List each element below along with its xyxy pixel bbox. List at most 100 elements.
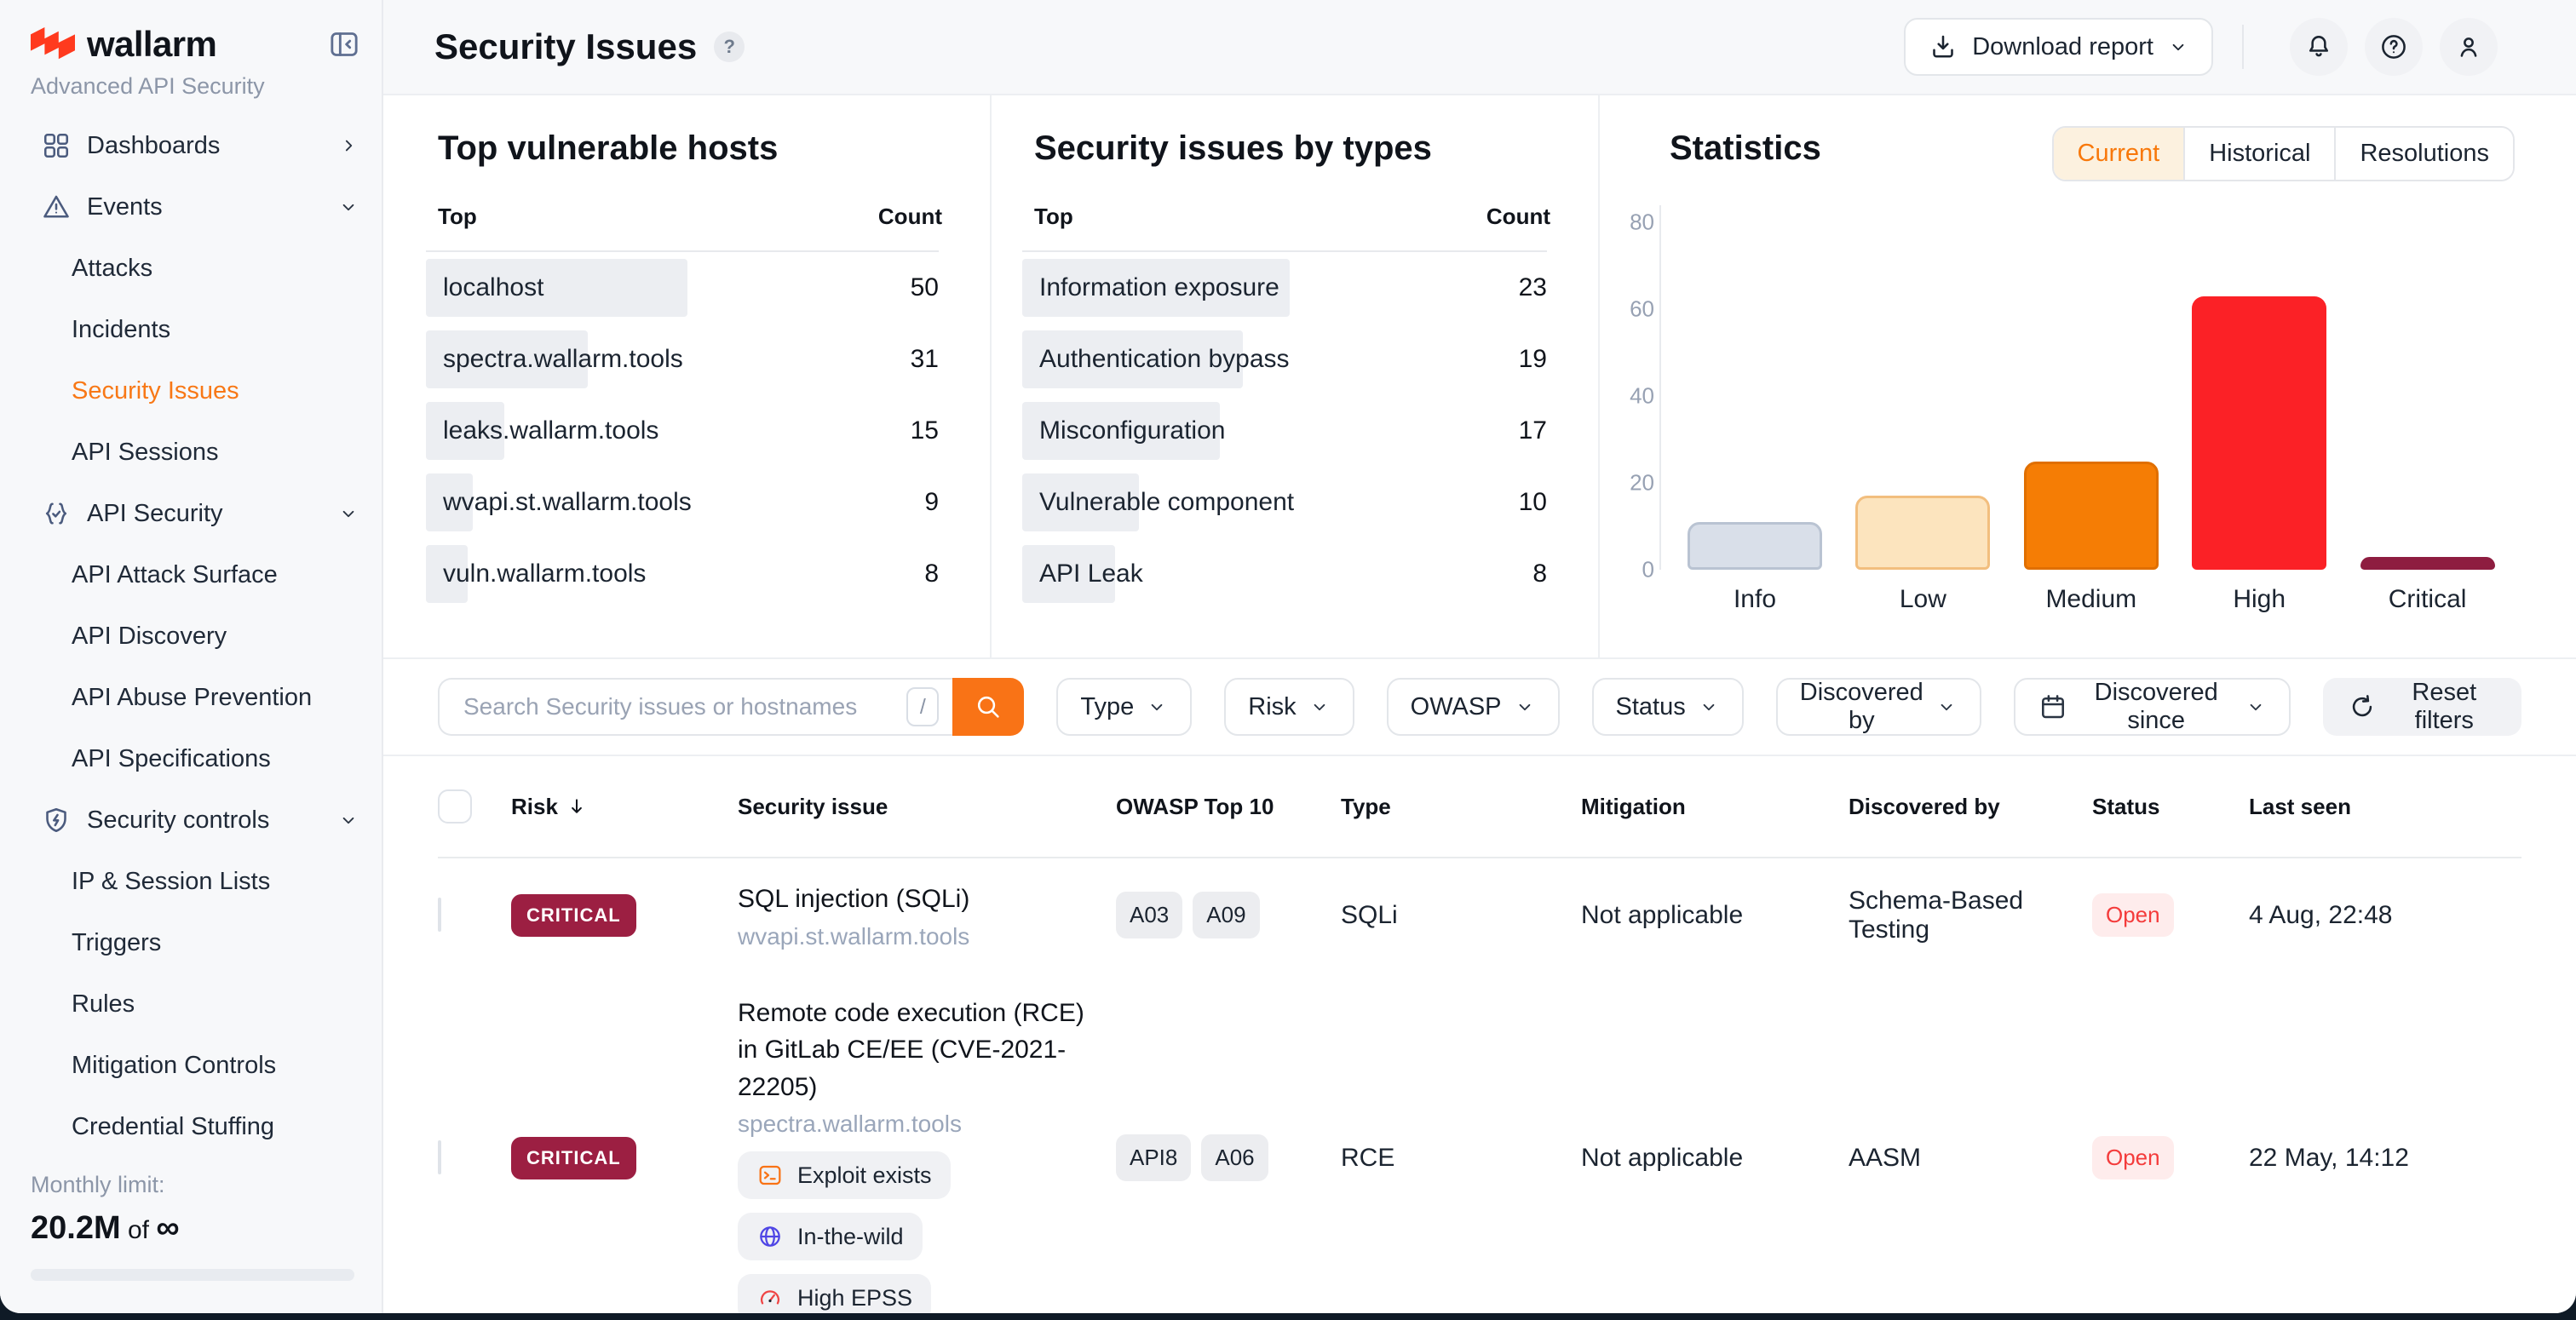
sidebar-item-attacks[interactable]: Attacks (0, 238, 382, 299)
row-checkbox[interactable] (438, 898, 441, 933)
hosts-row[interactable]: localhost 50 (426, 252, 939, 324)
sidebar-item-api-abuse-prevention[interactable]: API Abuse Prevention (0, 667, 382, 728)
table-row[interactable]: CRITICAL SQL injection (SQLi) wvapi.st.wal… (438, 858, 2521, 973)
download-icon (1928, 32, 1958, 62)
sidebar-item-api-discovery[interactable]: API Discovery (0, 605, 382, 667)
sidebar-item-label: Dashboards (87, 131, 221, 159)
row-label: wvapi.st.wallarm.tools (443, 488, 692, 516)
sidebar-item-security-issues[interactable]: Security Issues (0, 360, 382, 422)
column-header-last-seen[interactable]: Last seen (2249, 793, 2351, 819)
chevron-down-icon (1514, 696, 1536, 718)
owasp-filter[interactable]: OWASP (1386, 678, 1560, 736)
sidebar-item-api-attack-surface[interactable]: API Attack Surface (0, 544, 382, 605)
status-filter[interactable]: Status (1591, 678, 1744, 736)
reset-filters-button[interactable]: Reset filters (2322, 678, 2521, 736)
hosts-row[interactable]: vuln.wallarm.tools 8 (426, 538, 939, 610)
types-row[interactable]: Misconfiguration 17 (1022, 395, 1547, 467)
column-header-security-issue[interactable]: Security issue (738, 793, 888, 819)
owasp-tags: A03 A09 (1116, 892, 1341, 939)
sidebar-item-label: API Security (87, 499, 223, 527)
sidebar-item-credential-stuffing[interactable]: Credential Stuffing (0, 1096, 382, 1157)
sidebar-item-mitigation-controls[interactable]: Mitigation Controls (0, 1035, 382, 1096)
types-row[interactable]: Authentication bypass 19 (1022, 324, 1547, 395)
sidebar-item-api-sessions[interactable]: API Sessions (0, 422, 382, 483)
tab-resolutions[interactable]: Resolutions (2334, 128, 2513, 180)
chevron-right-icon (337, 135, 359, 157)
count-bar (426, 402, 505, 460)
help-badge-icon[interactable]: ? (714, 32, 745, 62)
hosts-row[interactable]: leaks.wallarm.tools 15 (426, 395, 939, 467)
sidebar-item-security-controls[interactable]: Security controls (0, 789, 382, 851)
tab-historical[interactable]: Historical (2183, 128, 2335, 180)
table-row[interactable]: CRITICAL Remote code execution (RCE) in G… (438, 973, 2521, 1313)
column-header-mitigation[interactable]: Mitigation (1581, 793, 1686, 819)
types-row[interactable]: API Leak 8 (1022, 538, 1547, 610)
top-vulnerable-hosts-panel: Top vulnerable hosts Top Count localhost… (383, 95, 992, 657)
types-row[interactable]: Vulnerable component 10 (1022, 467, 1547, 538)
x-category-label: Low (1899, 585, 1946, 613)
chart-y-axis (1659, 205, 1661, 570)
risk-filter[interactable]: Risk (1224, 678, 1354, 736)
bar-high[interactable] (2192, 296, 2327, 570)
brand-subtitle: Advanced API Security (31, 73, 265, 99)
wallarm-logo-icon (31, 27, 75, 61)
row-label: leaks.wallarm.tools (443, 416, 659, 445)
main-area: Security Issues ? Download report (383, 0, 2576, 1313)
discovered-by-filter[interactable]: Discovered by (1775, 678, 1981, 736)
sidebar-item-label: Security Issues (72, 376, 239, 405)
column-header-risk[interactable]: Risk (511, 794, 738, 820)
type-filter[interactable]: Type (1056, 678, 1193, 736)
column-header-status[interactable]: Status (2092, 793, 2160, 819)
bar-critical[interactable] (2360, 556, 2495, 570)
search-input[interactable] (460, 692, 907, 722)
sidebar-item-ip-session-lists[interactable]: IP & Session Lists (0, 851, 382, 912)
discovered-since-filter[interactable]: Discovered since (2013, 678, 2291, 736)
sidebar-item-api-specifications[interactable]: API Specifications (0, 728, 382, 789)
sidebar-item-incidents[interactable]: Incidents (0, 299, 382, 360)
x-category-label: Info (1733, 585, 1777, 613)
sidebar-item-api-security[interactable]: API Security (0, 483, 382, 544)
search-shortcut-key: / (906, 687, 940, 726)
search-group: / (438, 678, 1025, 736)
row-count: 15 (910, 416, 939, 445)
sidebar-item-label: IP & Session Lists (72, 867, 271, 895)
sidebar-item-triggers[interactable]: Triggers (0, 912, 382, 973)
row-count: 31 (910, 345, 939, 373)
owasp-tag: API8 (1116, 1134, 1192, 1182)
monthly-limit-block: Monthly limit: 20.2M of ∞ (31, 1172, 354, 1281)
x-category-label: Medium (2045, 585, 2137, 613)
row-checkbox[interactable] (438, 1140, 441, 1175)
bar-info[interactable] (1688, 521, 1822, 570)
column-header-discovered-by[interactable]: Discovered by (1849, 793, 2000, 819)
y-tick-label: 60 (1630, 296, 1654, 322)
sidebar-collapse-icon[interactable] (327, 27, 361, 61)
bar-low[interactable] (1855, 496, 1991, 570)
hosts-row[interactable]: spectra.wallarm.tools 31 (426, 324, 939, 395)
column-header-type[interactable]: Type (1341, 793, 1391, 819)
help-button[interactable] (2365, 18, 2423, 76)
download-report-button[interactable]: Download report (1904, 18, 2213, 76)
warning-icon (41, 192, 72, 222)
hosts-row[interactable]: wvapi.st.wallarm.tools 9 (426, 467, 939, 538)
row-count: 8 (924, 560, 939, 588)
row-label: Information exposure (1039, 273, 1279, 301)
issue-host-link[interactable]: spectra.wallarm.tools (738, 1111, 962, 1137)
issue-title: SQL injection (SQLi) (738, 885, 970, 913)
issue-host-link[interactable]: wvapi.st.wallarm.tools (738, 922, 970, 950)
issue-type: RCE (1341, 1143, 1395, 1172)
tab-current[interactable]: Current (2053, 128, 2184, 180)
search-button[interactable] (952, 678, 1025, 736)
notifications-button[interactable] (2290, 18, 2348, 76)
sidebar-item-rules[interactable]: Rules (0, 973, 382, 1035)
bar-medium[interactable] (2023, 461, 2159, 570)
column-header-owasp-top-10[interactable]: OWASP Top 10 (1116, 793, 1274, 819)
sidebar-item-dashboards[interactable]: Dashboards (0, 115, 382, 176)
types-row[interactable]: Information exposure 23 (1022, 252, 1547, 324)
user-menu-button[interactable] (2440, 18, 2498, 76)
y-tick-label: 20 (1630, 469, 1654, 496)
tag-exploit-exists: Exploit exists (738, 1151, 951, 1199)
select-all-checkbox[interactable] (438, 789, 472, 824)
sidebar-item-events[interactable]: Events (0, 176, 382, 238)
